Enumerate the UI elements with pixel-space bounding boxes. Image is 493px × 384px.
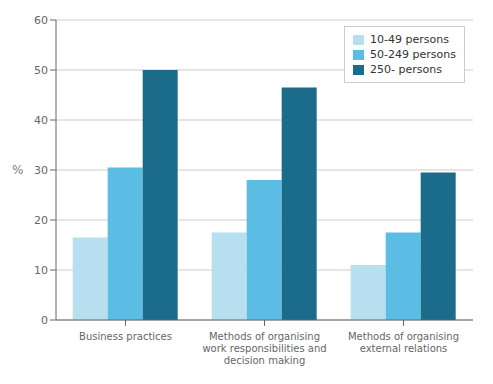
svg-text:60: 60 xyxy=(34,14,48,27)
svg-text:30: 30 xyxy=(34,164,48,177)
html-text:250- persons: 250- persons xyxy=(370,63,442,76)
svg-text:Methods of organisingwork resp: Methods of organisingwork responsibiliti… xyxy=(202,331,326,366)
svg-text:50: 50 xyxy=(34,64,48,77)
svg-text:20: 20 xyxy=(34,214,48,227)
svg-text:0: 0 xyxy=(41,314,48,327)
svg-text:10: 10 xyxy=(34,264,48,277)
svg-text:40: 40 xyxy=(34,114,48,127)
svg-text:Business practices: Business practices xyxy=(79,331,172,342)
html-text:50-249 persons: 50-249 persons xyxy=(370,48,456,61)
svg-text:%: % xyxy=(12,163,23,177)
svg-text:Methods of organisingexternal: Methods of organisingexternal relations xyxy=(348,331,459,354)
html-text:10-49 persons: 10-49 persons xyxy=(370,33,449,46)
